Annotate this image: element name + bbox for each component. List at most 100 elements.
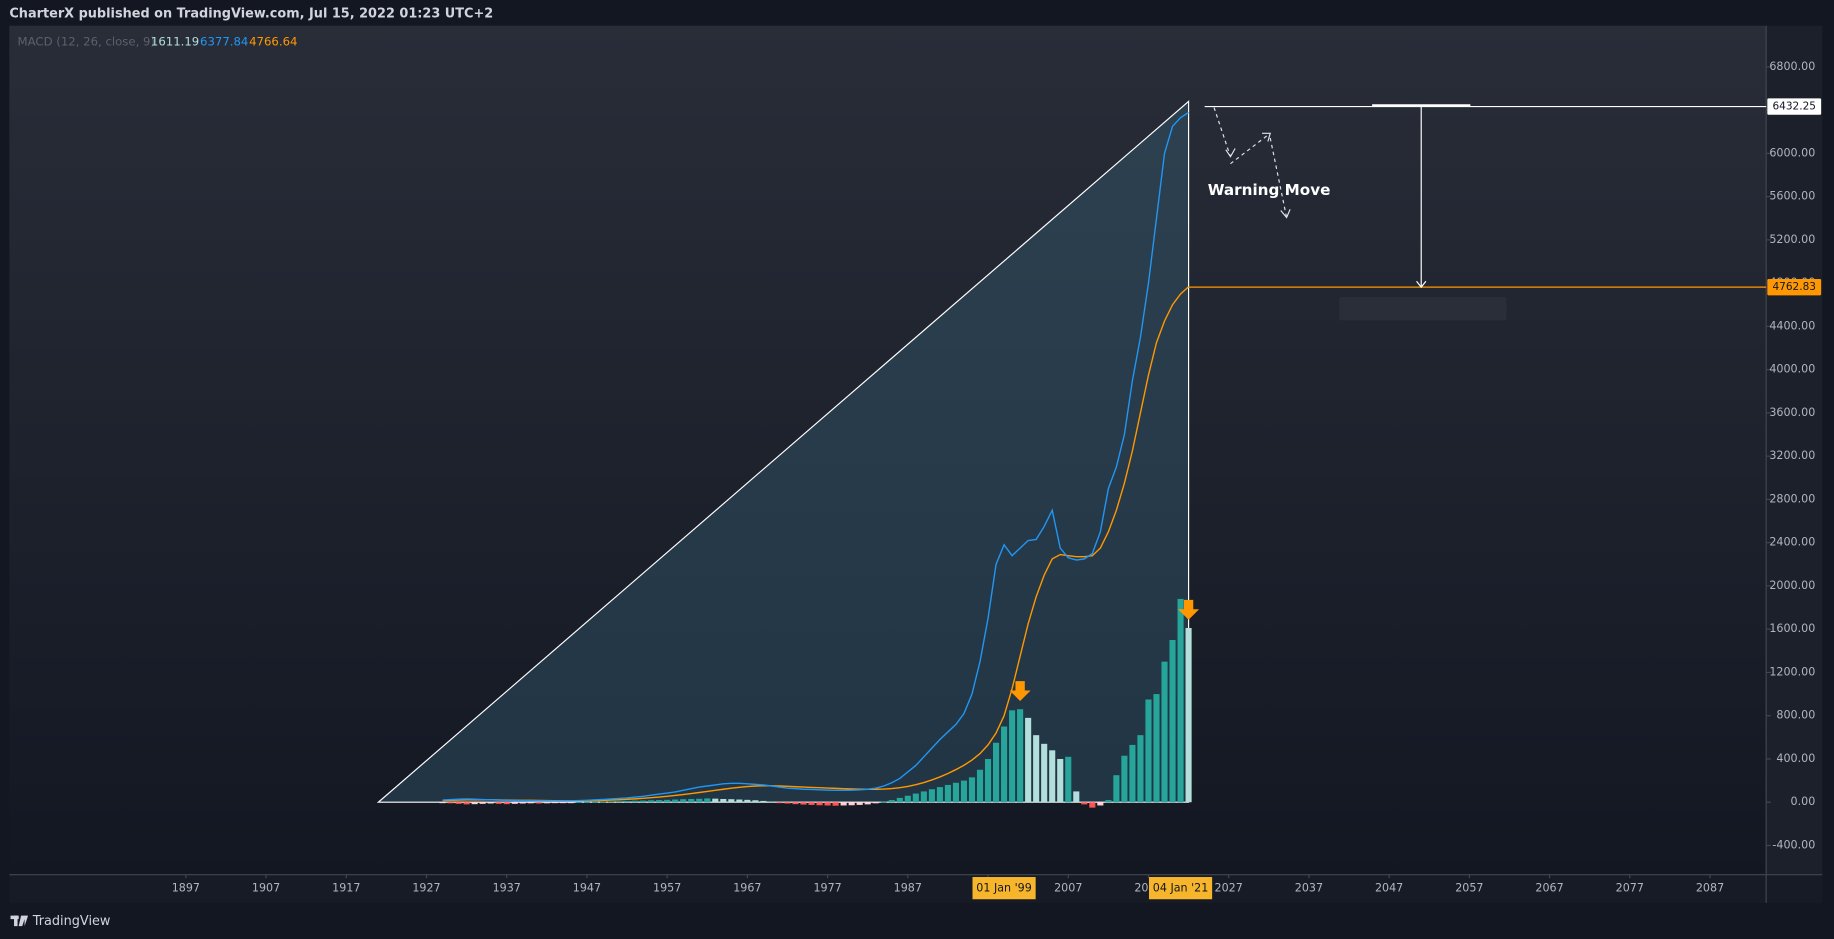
histogram-bar [968, 777, 976, 803]
histogram-bar [1025, 717, 1032, 803]
indicator-legend: MACD (12, 26, close, 9) [18, 35, 155, 49]
histogram-bar [1137, 735, 1144, 803]
histogram-bar [680, 799, 687, 803]
histogram-bar [1153, 694, 1160, 803]
price-label: 4762.83 [1772, 281, 1816, 293]
y-tick-label: 6000.00 [1769, 146, 1815, 159]
histogram-bar [920, 791, 927, 803]
x-highlight-label: 01 Jan '99 [976, 882, 1032, 895]
histogram-bar [495, 802, 502, 804]
histogram-bar [672, 799, 679, 803]
x-tick-label: 1987 [894, 882, 922, 895]
y-tick-label: 2400.00 [1769, 536, 1815, 549]
histogram-bar [583, 801, 590, 803]
x-tick-label: 2057 [1455, 882, 1483, 895]
legend-histogram-value: 1611.19 [151, 35, 199, 49]
histogram-bar [993, 742, 1000, 803]
histogram-bar [800, 802, 807, 805]
down-arrow-marker [1009, 681, 1031, 702]
y-tick-label: 2000.00 [1769, 579, 1815, 592]
brand-logo [10, 915, 29, 927]
x-tick-label: 2077 [1616, 882, 1644, 895]
y-tick-label: 0.00 [1791, 795, 1816, 808]
y-tick-label: 400.00 [1776, 752, 1815, 765]
x-tick-label: 1917 [332, 882, 360, 895]
y-tick-label: 2800.00 [1769, 492, 1815, 505]
histogram-bar [976, 769, 984, 803]
histogram-bar [471, 802, 478, 805]
histogram-bar [1073, 791, 1080, 803]
histogram-bar [1033, 735, 1040, 803]
histogram-bar [479, 802, 486, 804]
histogram-bar [503, 802, 510, 805]
dashed-arrow [1230, 132, 1271, 165]
x-tick-label: 2037 [1295, 882, 1323, 895]
histogram-bar [1113, 775, 1120, 803]
histogram-bar [439, 802, 446, 804]
histogram-bar [816, 802, 823, 806]
annotation: Warning Move [1208, 181, 1331, 199]
logo-part [24, 915, 29, 927]
x-tick-label: 2067 [1535, 882, 1563, 895]
histogram-bar [447, 802, 454, 804]
logo-part [14, 915, 18, 927]
histogram-bar [912, 793, 919, 803]
empty-label-box [1339, 297, 1507, 321]
histogram-bar [487, 802, 494, 804]
y-tick-label: 1600.00 [1769, 622, 1815, 635]
y-tick-label: 3200.00 [1769, 449, 1815, 462]
histogram-bar [632, 800, 639, 803]
histogram-bar [864, 802, 871, 805]
histogram-bar [519, 802, 526, 804]
histogram-bar [1097, 802, 1104, 806]
histogram-bar [696, 798, 703, 803]
y-tick-label: 800.00 [1776, 709, 1815, 722]
histogram-bar [648, 800, 655, 803]
histogram-bar [744, 799, 751, 803]
histogram-bar [704, 798, 711, 803]
histogram-bar [872, 802, 879, 804]
histogram-bar [527, 802, 534, 804]
histogram-bar [848, 802, 855, 806]
price-label: 6432.25 [1772, 101, 1816, 113]
legend-signal-value: 4766.64 [249, 35, 297, 49]
histogram-bar [1009, 710, 1016, 803]
arrow-head [1280, 209, 1291, 219]
y-tick-label: 5600.00 [1769, 190, 1815, 203]
histogram-bar [1121, 755, 1128, 803]
y-tick-label: 1200.00 [1769, 665, 1815, 678]
histogram-bar [543, 802, 550, 804]
macd-line [442, 111, 1189, 802]
histogram-bar [736, 799, 743, 803]
legend-macd-value: 6377.84 [200, 35, 248, 49]
x-tick-label: 1947 [573, 882, 601, 895]
x-highlight-box [1148, 877, 1213, 900]
histogram-bar [607, 801, 615, 803]
histogram-bar [784, 802, 791, 804]
y-tick-label: 4400.00 [1769, 319, 1815, 332]
x-tick-label: 2027 [1215, 882, 1243, 895]
y-tick-label: 4000.00 [1769, 363, 1815, 376]
chart-pane [9, 25, 1767, 875]
histogram-bar [511, 802, 518, 804]
down-arrow-marker [1178, 599, 1200, 620]
x-tick-label: 1897 [172, 882, 200, 895]
histogram-bar [944, 784, 951, 803]
x-highlight-label: 04 Jan '21 [1153, 882, 1209, 895]
histogram-bar [1041, 743, 1048, 803]
histogram-bar [856, 802, 863, 805]
histogram-bar [463, 802, 470, 805]
histogram-bar [535, 802, 542, 804]
histogram-bar [1161, 661, 1168, 803]
price-label-box [1767, 278, 1822, 296]
y-tick-label: -400.00 [1772, 838, 1815, 851]
publish-header: CharterX published on TradingView.com, J… [9, 7, 493, 22]
histogram-bar [712, 798, 719, 803]
x-tick-label: 1937 [493, 882, 521, 895]
y-tick-label: 5200.00 [1769, 233, 1815, 246]
histogram-bar [880, 801, 887, 803]
histogram-bar [840, 802, 847, 806]
histogram-bar [760, 800, 767, 803]
histogram-bar [591, 801, 599, 803]
